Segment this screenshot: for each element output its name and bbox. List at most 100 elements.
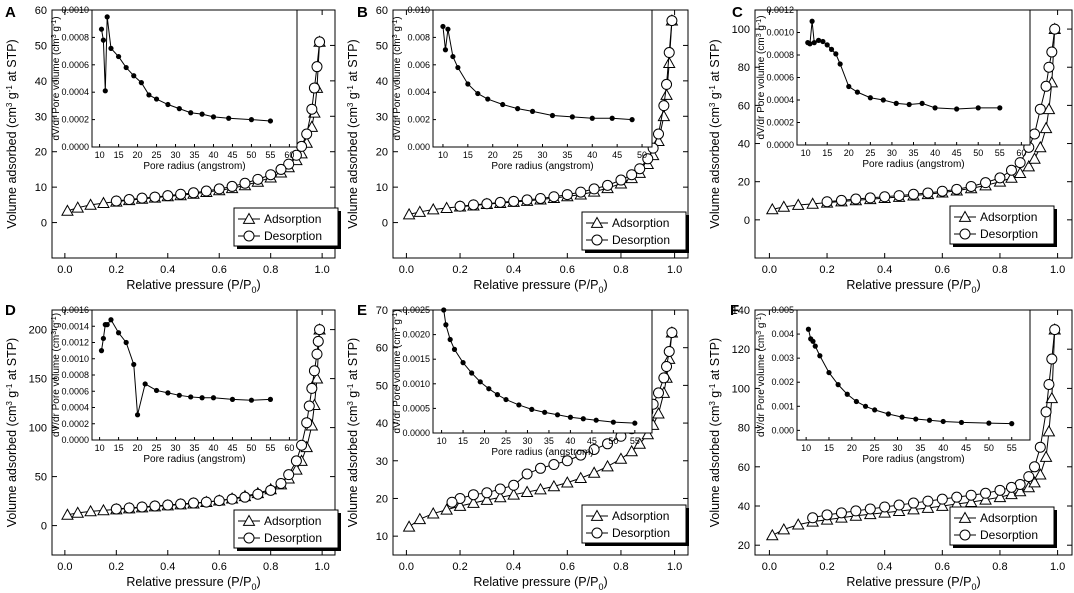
inset-point <box>176 106 182 112</box>
inset-frame <box>796 309 1031 441</box>
inset-point <box>632 420 638 426</box>
x-tick-label: 0.0 <box>762 561 777 573</box>
inset-y-tick-label: 0.0004 <box>61 403 89 413</box>
inset-x-tick-label: 45 <box>612 150 622 160</box>
panel-letter: F <box>730 302 739 319</box>
desorption-point <box>311 61 323 73</box>
inset-x-axis-label: Pore radius (angstrom) <box>491 161 593 172</box>
inset-y-tick-label: 0.000 <box>771 425 794 435</box>
inset-y-tick-label: 0.004 <box>771 329 794 339</box>
x-axis-label-main: Relative pressure (P/P <box>473 575 598 589</box>
inset-point <box>441 307 447 313</box>
inset-point <box>893 100 899 106</box>
inset-point <box>919 100 925 106</box>
y-axis-label-sup: 3 <box>708 401 717 406</box>
y-tick-label: 10 <box>35 182 47 194</box>
legend-label-desorption: Desorption <box>612 233 670 247</box>
inset-point <box>477 379 483 385</box>
adsorption-point <box>641 427 655 440</box>
adsorption-point <box>520 485 534 497</box>
inset-point <box>445 26 451 32</box>
inset-x-tick-label: 30 <box>171 443 181 453</box>
y-tick-label: 20 <box>738 540 750 552</box>
desorption-point <box>494 196 506 208</box>
desorption-point <box>308 365 320 377</box>
inset-x-tick-label: 55 <box>265 443 275 453</box>
desorption-point <box>446 496 458 508</box>
inset-point <box>100 37 106 43</box>
inset-y-tick-label: 0.0000 <box>61 142 89 152</box>
y-axis-label-b: g <box>708 92 722 102</box>
x-axis-label-sub: 0 <box>971 582 976 592</box>
inset-point <box>443 322 449 328</box>
x-tick-label: 0.4 <box>160 561 175 573</box>
inset-point <box>104 14 110 20</box>
inset-x-tick-label: 45 <box>961 443 971 453</box>
inset-x-tick-label: 40 <box>587 150 597 160</box>
y-axis-label-b: g <box>5 391 19 401</box>
desorption-point <box>226 493 238 505</box>
inset-y-tick-label: 0.0010 <box>61 5 89 15</box>
inset-x-tick-label: 20 <box>480 436 490 446</box>
adsorption-point <box>652 407 665 419</box>
adsorption-point <box>534 482 547 495</box>
desorption-point <box>521 468 533 480</box>
y-axis-label-c: at STP) <box>708 338 722 384</box>
inset-x-tick-label: 55 <box>630 436 640 446</box>
inset-y-label-sup: 3 <box>756 33 763 37</box>
inset-point <box>229 396 236 402</box>
y-tick-label: 40 <box>738 139 750 151</box>
inset-point <box>567 414 574 420</box>
inset-point <box>503 396 509 403</box>
inset-point <box>835 382 841 388</box>
desorption-point <box>283 469 295 481</box>
inset-point <box>165 390 171 396</box>
y-axis-label-b: g <box>346 92 360 102</box>
y-tick-label: 40 <box>738 501 750 513</box>
adsorption-point <box>413 205 427 217</box>
y-axis-label-c: at STP) <box>5 39 19 85</box>
desorption-point <box>1029 461 1041 473</box>
adsorption-point <box>765 202 779 215</box>
x-tick-label: 0.8 <box>263 561 278 573</box>
desorption-point <box>1043 378 1055 390</box>
panel-letter: D <box>5 302 16 319</box>
desorption-point <box>314 324 326 336</box>
inset-y-tick-label: 0.0012 <box>766 5 794 15</box>
inset-point <box>609 115 615 121</box>
inset-point <box>913 416 919 422</box>
adsorption-point <box>413 512 427 525</box>
y-tick-label: 60 <box>738 462 750 474</box>
adsorption-point <box>907 502 920 515</box>
desorption-point <box>965 180 977 192</box>
desorption-point <box>821 196 833 208</box>
adsorption-point <box>467 496 480 508</box>
desorption-point <box>661 361 673 373</box>
desorption-point <box>626 169 638 181</box>
y-tick-label: 30 <box>376 456 388 468</box>
desorption-point <box>615 174 627 186</box>
inset-y-tick-label: 0.0000 <box>61 435 89 445</box>
desorption-point <box>663 47 675 59</box>
inset-x-tick-label: 30 <box>893 443 903 453</box>
legend-label-adsorption: Adsorption <box>612 216 669 230</box>
adsorption-point <box>614 452 628 464</box>
inset-frame <box>432 309 653 434</box>
inset-y-tick-label: 0.0016 <box>61 305 89 315</box>
legend-label-adsorption: Adsorption <box>612 509 669 523</box>
y-tick-label: 0 <box>744 215 750 227</box>
y-axis-label: Volume adsorbed (cm3 g-1 at STP) <box>346 338 360 527</box>
inset-x-tick-label: 60 <box>284 443 294 453</box>
inset-point <box>629 117 635 123</box>
desorption-point <box>306 382 318 394</box>
desorption-point <box>454 200 466 212</box>
desorption-point <box>642 153 654 165</box>
inset-x-tick-label: 25 <box>865 148 875 158</box>
y-tick-label: 20 <box>738 177 750 189</box>
inset-point <box>210 395 217 401</box>
y-axis-label-sup: 3 <box>708 102 717 107</box>
inset-point <box>485 96 491 102</box>
desorption-point <box>951 491 963 503</box>
inset-point <box>115 330 122 336</box>
adsorption-point <box>1042 424 1056 437</box>
